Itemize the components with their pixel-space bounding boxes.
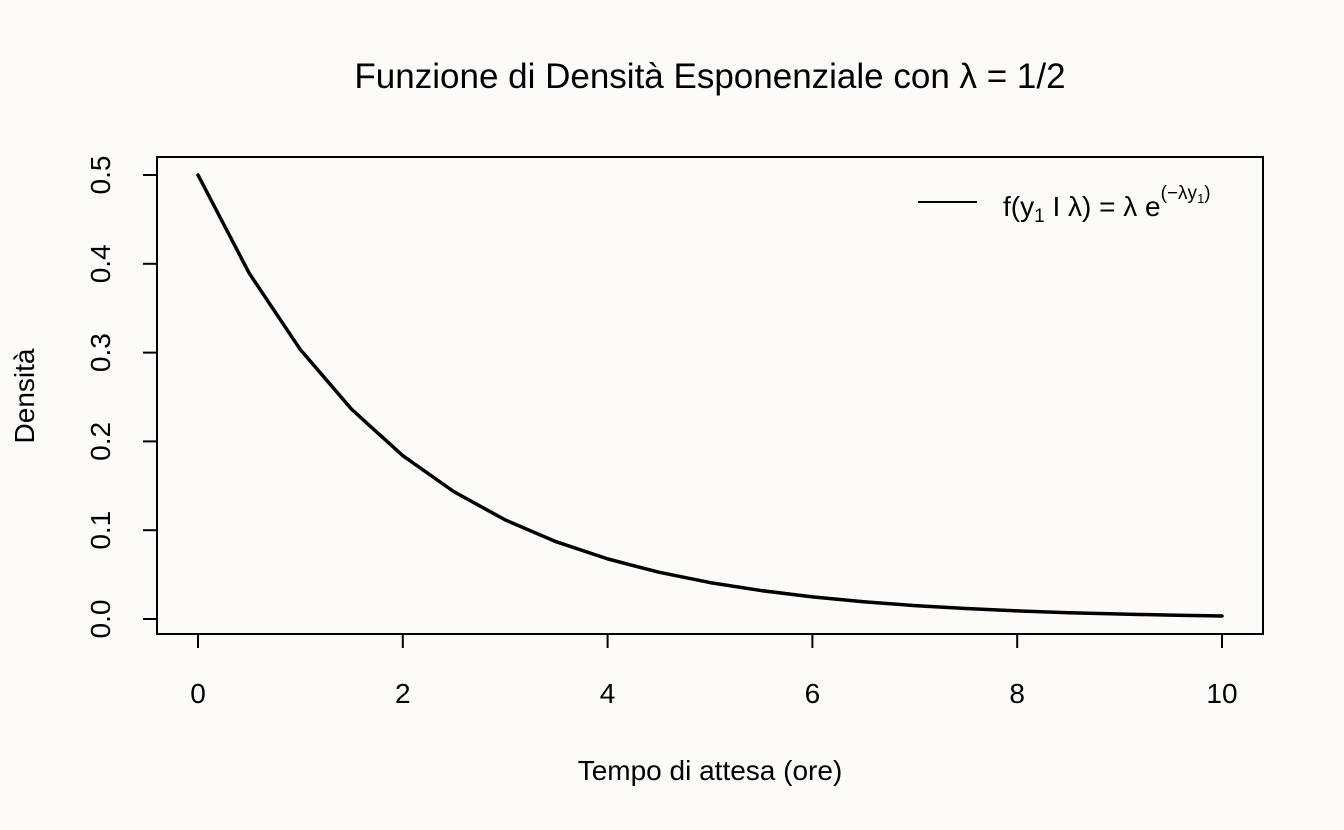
x-tick-label: 4: [600, 678, 616, 709]
y-axis: 0.0 0.1 0.2 0.3 0.4 0.5: [85, 156, 158, 639]
plot-frame: [156, 156, 1264, 635]
x-tick-label: 0: [190, 678, 206, 709]
x-tick-label: 2: [395, 678, 411, 709]
legend-given-lambda: I λ: [1045, 191, 1082, 222]
legend-subscript-one: 1: [1034, 206, 1045, 227]
series-layer: [196, 173, 1224, 618]
legend-close-paren: ): [1082, 191, 1091, 222]
y-tick-label: 0.5: [85, 156, 116, 195]
legend-f: f: [1003, 191, 1011, 222]
y-tick-label: 0.2: [85, 422, 116, 461]
x-tick-label: 8: [1009, 678, 1025, 709]
chart-title: Funzione di Densità Esponenziale con λ =…: [354, 57, 1065, 96]
legend: f(y1 I λ) = λ e(−λy1): [918, 183, 1211, 227]
x-tick-label: 10: [1206, 678, 1237, 709]
density-curve-line: [196, 173, 1224, 618]
legend-sup-open: (: [1161, 183, 1168, 204]
legend-entry-label: f(y1 I λ) = λ e(−λy1): [1003, 183, 1211, 227]
x-tick-label: 6: [805, 678, 821, 709]
y-tick-label: 0.3: [85, 333, 116, 372]
legend-sup-close: ): [1204, 183, 1210, 204]
y-axis-title: Densità: [9, 348, 40, 443]
x-axis: 0 2 4 6 8 10: [190, 633, 1238, 709]
legend-open-paren: (: [1011, 191, 1021, 222]
legend-y: y: [1020, 191, 1034, 222]
legend-equals-lambda-e: = λ e: [1091, 191, 1160, 222]
y-tick-label: 0.0: [85, 600, 116, 639]
x-axis-title: Tempo di attesa (ore): [578, 755, 843, 786]
y-tick-label: 0.1: [85, 511, 116, 550]
y-tick-label: 0.4: [85, 244, 116, 283]
legend-sup-exponent: −λy: [1167, 183, 1198, 204]
legend-sup-subscript-one: 1: [1197, 191, 1204, 206]
